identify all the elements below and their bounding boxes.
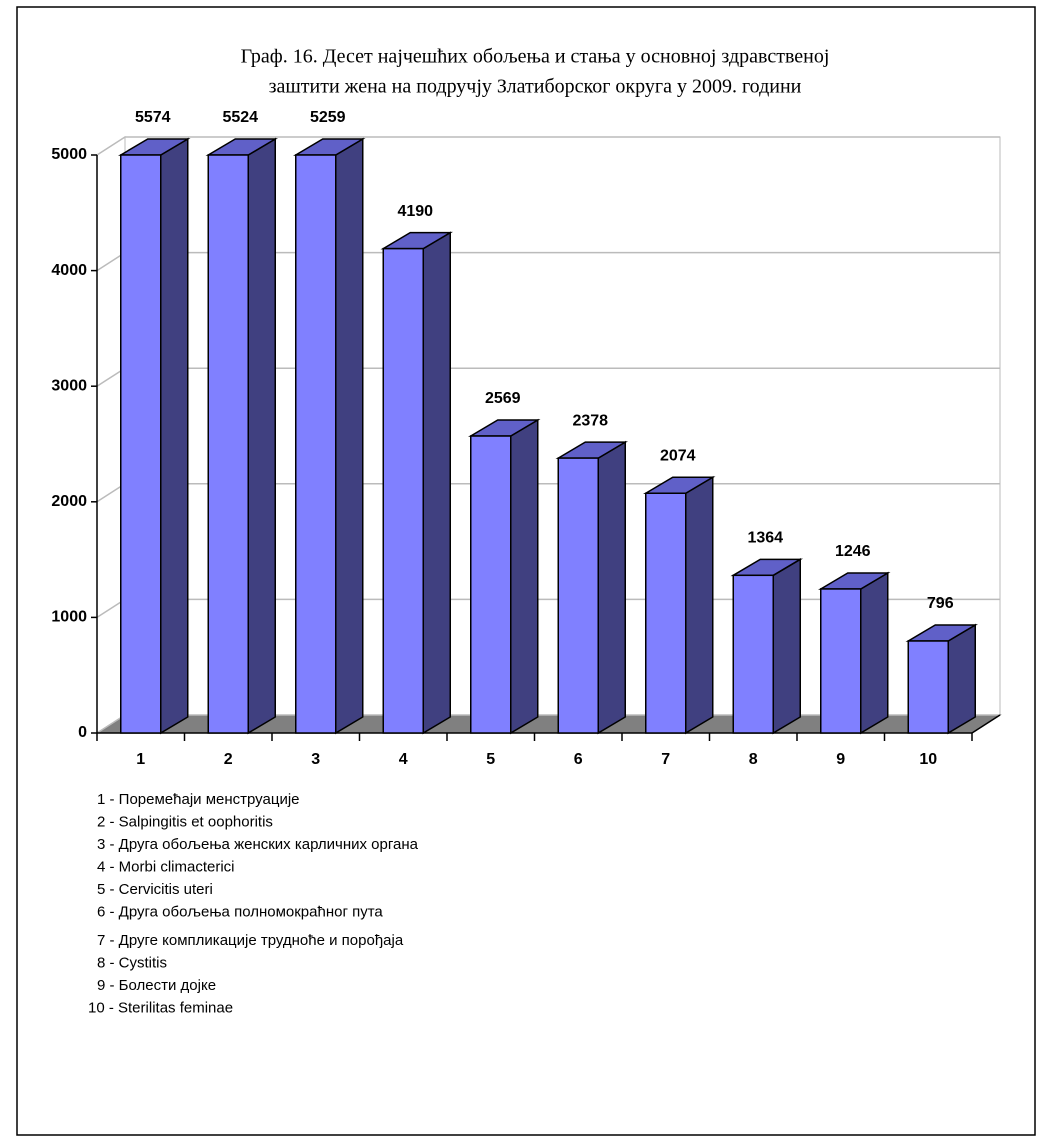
legend-item: 6 - Друга обољења полномокраћног пута	[97, 903, 383, 920]
data-label: 796	[927, 595, 954, 612]
bar-side	[160, 137, 189, 735]
y-tick-label: 5000	[51, 146, 87, 163]
data-label: 2074	[660, 447, 696, 464]
x-tick-label: 3	[311, 751, 320, 768]
x-tick-label: 5	[486, 751, 495, 768]
data-label: 5524	[222, 109, 258, 126]
y-tick-label: 2000	[51, 493, 87, 510]
x-axis-depth	[971, 714, 1001, 734]
x-tick-label: 9	[836, 751, 845, 768]
bar	[820, 588, 862, 734]
x-tick-label: 10	[919, 751, 937, 768]
bar	[732, 574, 774, 734]
y-tick-label: 3000	[51, 377, 87, 394]
legend-item: 1 - Поремећаји менструације	[97, 791, 300, 808]
data-label: 5259	[310, 109, 346, 126]
chart-title: Граф. 16. Десет најчешћих обољења и стањ…	[241, 46, 830, 68]
data-label: 1364	[747, 530, 783, 547]
bar	[207, 154, 249, 734]
x-tick-label: 2	[224, 751, 233, 768]
bar-side	[947, 623, 976, 735]
bar	[295, 154, 337, 734]
x-tick-label: 1	[136, 751, 145, 768]
data-label: 2569	[485, 390, 521, 407]
y-tick-label: 0	[78, 724, 87, 741]
legend-item: 5 - Cervicitis uteri	[97, 881, 213, 898]
legend-item: 10 - Sterilitas feminae	[88, 999, 233, 1016]
legend-item: 3 - Друга обољења женских карличних орга…	[97, 836, 419, 853]
legend-item: 2 - Salpingitis et oophoritis	[97, 813, 273, 830]
bar	[907, 640, 949, 734]
bar	[382, 247, 424, 734]
bar	[557, 457, 599, 734]
data-label: 4190	[397, 203, 433, 220]
legend-item: 8 - Cystitis	[97, 954, 167, 971]
grid-line	[96, 136, 1000, 156]
legend-item: 7 - Друге компликације трудноће и порођа…	[97, 932, 404, 949]
legend-item: 4 - Morbi climacterici	[97, 858, 235, 875]
data-label: 2378	[572, 412, 608, 429]
legend-item: 9 - Болести дојке	[97, 977, 216, 994]
bar-side	[772, 558, 801, 735]
bar-side	[510, 418, 539, 735]
x-tick-label: 7	[661, 751, 670, 768]
x-tick-label: 4	[399, 751, 408, 768]
x-tick-label: 6	[574, 751, 583, 768]
data-label: 1246	[835, 543, 871, 560]
bar-side	[422, 231, 451, 735]
y-tick-label: 1000	[51, 609, 87, 626]
x-tick-label: 8	[749, 751, 758, 768]
bar-side	[860, 571, 889, 735]
bar	[470, 435, 512, 734]
bar-side	[335, 137, 364, 735]
chart-subtitle: заштити жена на подручју Златиборског ок…	[269, 76, 802, 98]
y-tick-label: 4000	[51, 262, 87, 279]
bar	[120, 154, 162, 734]
bar-side	[685, 475, 714, 735]
bar	[645, 492, 687, 734]
data-label: 5574	[135, 109, 171, 126]
bar-side	[247, 137, 276, 735]
bar-side	[597, 440, 626, 735]
